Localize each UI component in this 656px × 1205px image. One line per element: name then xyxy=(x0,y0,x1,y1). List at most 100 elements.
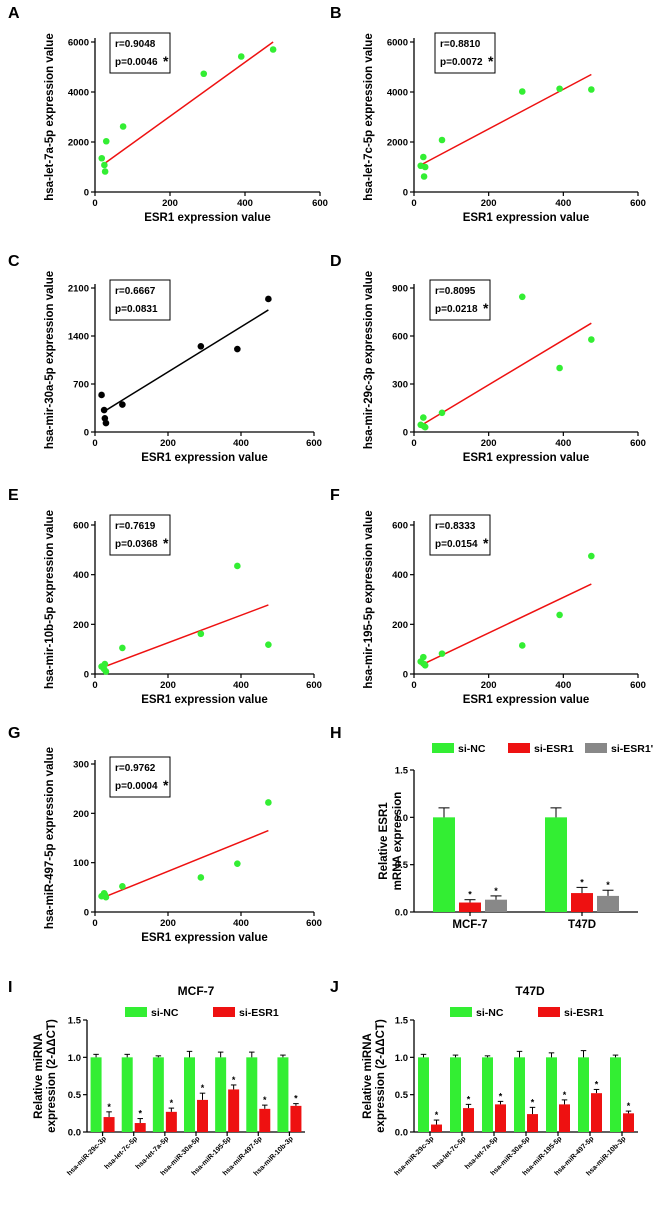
bar xyxy=(459,902,481,912)
x-tick-label: 400 xyxy=(233,680,249,691)
p-value-g: p=0.0004 xyxy=(115,781,158,792)
x-tick-label: 200 xyxy=(160,438,176,449)
bar xyxy=(571,893,593,912)
legend-swatch xyxy=(585,743,607,753)
x-axis-label-e: ESR1 expression value xyxy=(141,694,268,706)
x-axis-label-d: ESR1 expression value xyxy=(463,452,590,464)
significance-star-e: * xyxy=(163,535,169,551)
x-tick-label: 0 xyxy=(92,918,97,929)
regression-line-e xyxy=(101,604,269,669)
y-tick-label: 0.0 xyxy=(395,908,408,919)
chart-title-j: T47D xyxy=(515,984,545,998)
data-point xyxy=(197,874,205,881)
significance-star: * xyxy=(435,1110,439,1120)
data-point xyxy=(518,642,526,649)
significance-star: * xyxy=(232,1075,236,1085)
bar xyxy=(559,1104,570,1132)
x-tick-label: 400 xyxy=(555,438,571,449)
stats-box-f xyxy=(429,514,491,556)
y-tick-label: 1.5 xyxy=(68,1016,82,1027)
bar xyxy=(495,1104,506,1132)
y-tick-label: 200 xyxy=(392,620,408,631)
bar xyxy=(463,1108,474,1132)
x-tick-label: 200 xyxy=(481,438,497,449)
panel-label-b: B xyxy=(330,5,342,22)
y-axis-label-e: hsa-mir-10b-5p expression value xyxy=(44,510,56,689)
significance-star: * xyxy=(606,880,610,890)
bar xyxy=(246,1057,258,1132)
x-axis-label-f: ESR1 expression value xyxy=(463,694,590,706)
y-tick-label: 1400 xyxy=(68,332,89,343)
data-point xyxy=(119,883,126,890)
r-value-g: r=0.9762 xyxy=(115,763,156,774)
bar xyxy=(90,1057,102,1132)
y-axis-label-b: hsa-let-7c-5p expression value xyxy=(363,33,375,200)
significance-star: * xyxy=(563,1090,567,1100)
bar xyxy=(197,1099,208,1132)
data-point xyxy=(101,660,109,668)
x-category-label: hsa-miR-29c-3p xyxy=(394,1135,436,1177)
bar xyxy=(514,1057,525,1132)
p-value-e: p=0.0368 xyxy=(115,539,158,550)
data-point xyxy=(421,662,429,669)
r-value-b: r=0.8810 xyxy=(440,39,481,50)
y-tick-label: 0.5 xyxy=(395,860,409,871)
data-point xyxy=(588,86,595,93)
y-tick-label: 600 xyxy=(392,521,408,532)
y-tick-label: 0 xyxy=(84,428,89,439)
r-value-f: r=0.8333 xyxy=(435,521,476,532)
y-tick-label: 0 xyxy=(403,670,408,681)
x-tick-label: 400 xyxy=(237,198,253,209)
stats-box-a xyxy=(109,32,171,74)
y-axis-label-a: hsa-let-7a-5p expression value xyxy=(44,33,56,200)
legend-label: si-ESR1 xyxy=(239,1007,279,1019)
data-point xyxy=(98,391,105,399)
x-tick-label: 0 xyxy=(92,198,97,209)
x-category-label: hsa-let-7c-5p xyxy=(432,1135,467,1170)
significance-star: * xyxy=(170,1098,174,1108)
y-axis-label-f: hsa-mir-195-5p expression value xyxy=(363,510,375,688)
y-axis-label-g: hsa-miR-497-5p expression value xyxy=(44,747,56,929)
y-tick-label: 4000 xyxy=(68,88,89,99)
significance-star: * xyxy=(494,886,498,896)
significance-star: * xyxy=(499,1091,503,1101)
bar xyxy=(623,1113,634,1132)
significance-star: * xyxy=(107,1102,111,1112)
y-tick-label: 300 xyxy=(392,380,408,391)
stats-box-b xyxy=(434,32,496,74)
bar xyxy=(433,817,455,912)
bar xyxy=(591,1093,602,1132)
y-axis-label-c: hsa-mir-30a-5p expression value xyxy=(44,271,56,449)
legend-swatch xyxy=(538,1007,560,1017)
significance-star-d: * xyxy=(483,300,489,316)
stats-box-d xyxy=(429,279,491,321)
x-category-label: hsa-let-7a-5p xyxy=(464,1135,499,1170)
y-tick-label: 100 xyxy=(73,858,89,869)
regression-line-b xyxy=(420,73,592,166)
x-tick-label: 200 xyxy=(481,198,497,209)
data-point xyxy=(200,70,208,78)
legend-label: si-NC xyxy=(476,1007,504,1019)
data-point xyxy=(518,88,526,95)
y-axis-label-j: expression (2-ΔΔCT) xyxy=(375,1019,387,1133)
bar xyxy=(103,1117,115,1132)
x-tick-label: 0 xyxy=(92,680,97,691)
y-tick-label: 300 xyxy=(73,760,89,771)
y-tick-label: 400 xyxy=(73,570,89,581)
data-point xyxy=(265,641,272,648)
regression-line-d xyxy=(420,322,592,427)
regression-line-f xyxy=(420,583,592,666)
y-axis-label-d: hsa-mir-29c-3p expression value xyxy=(363,271,375,449)
data-point xyxy=(420,653,427,661)
x-tick-label: 0 xyxy=(411,198,416,209)
x-axis-label-a: ESR1 expression value xyxy=(144,212,271,224)
significance-star: * xyxy=(263,1095,267,1105)
x-tick-label: 400 xyxy=(233,438,249,449)
significance-star-g: * xyxy=(163,777,169,793)
data-point xyxy=(421,423,429,431)
x-axis-label-g: ESR1 expression value xyxy=(141,932,268,944)
significance-star: * xyxy=(294,1094,298,1104)
chart-title-i: MCF-7 xyxy=(178,984,215,998)
r-value-a: r=0.9048 xyxy=(115,39,156,50)
p-value-d: p=0.0218 xyxy=(435,304,478,315)
